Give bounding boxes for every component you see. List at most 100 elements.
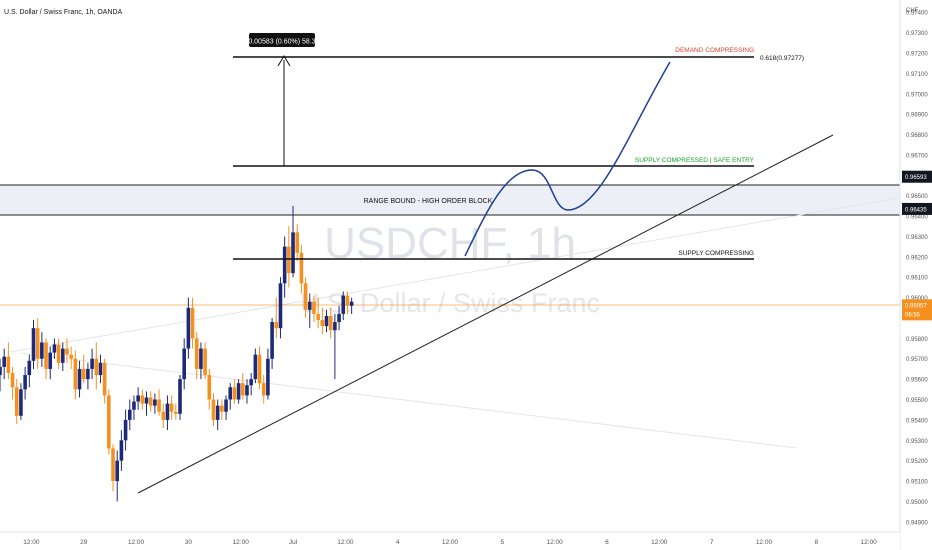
candle bbox=[102, 358, 107, 404]
candle bbox=[287, 226, 291, 288]
candle-body bbox=[295, 232, 300, 253]
time-tick-label: 12:00 bbox=[860, 539, 877, 546]
faint-channel-line-upper bbox=[9, 197, 899, 353]
candle-body bbox=[345, 295, 350, 306]
candle-body bbox=[232, 387, 237, 400]
time-axis[interactable] bbox=[0, 532, 900, 550]
candle bbox=[190, 297, 195, 349]
candle bbox=[111, 444, 115, 492]
candle-body bbox=[27, 360, 32, 376]
candle-body bbox=[161, 411, 166, 420]
price-tick-label: 0.95300 bbox=[906, 439, 928, 445]
candle bbox=[65, 338, 69, 363]
candle-body bbox=[190, 307, 195, 339]
candle-body bbox=[194, 338, 199, 369]
candle bbox=[274, 297, 279, 339]
time-tick-label: 5 bbox=[501, 539, 505, 546]
price-axis-currency: CHF bbox=[906, 8, 919, 14]
time-tick-label: 29 bbox=[80, 539, 88, 546]
ascending-trendline[interactable] bbox=[137, 134, 834, 494]
candle bbox=[240, 373, 245, 400]
candle-body bbox=[10, 373, 15, 388]
candle-body bbox=[240, 383, 245, 396]
candle bbox=[2, 348, 6, 380]
faint-channel-line-lower bbox=[19, 352, 798, 449]
time-tick-label: 4 bbox=[396, 539, 400, 546]
candle-body bbox=[174, 411, 178, 414]
candle bbox=[153, 393, 157, 414]
price-tick-label: 0.96400 bbox=[906, 215, 928, 221]
candle-body bbox=[90, 358, 94, 369]
candle-body bbox=[69, 354, 73, 359]
candle bbox=[320, 307, 325, 335]
candle-body bbox=[153, 399, 157, 406]
candle-body bbox=[182, 348, 186, 380]
candle-body bbox=[215, 405, 220, 420]
time-tick-label: 12:00 bbox=[337, 539, 354, 546]
candle bbox=[161, 403, 166, 429]
range-bound-zone bbox=[0, 185, 900, 215]
candle bbox=[186, 297, 191, 359]
candle bbox=[136, 387, 140, 410]
price-tick-label: 0.94900 bbox=[906, 520, 928, 526]
candle bbox=[119, 430, 124, 471]
candle-body bbox=[65, 348, 69, 355]
price-tick-label: 0.95200 bbox=[906, 459, 928, 465]
price-axis[interactable] bbox=[900, 0, 932, 550]
candle bbox=[98, 354, 103, 384]
candle bbox=[123, 409, 128, 451]
time-tick-label: 12:00 bbox=[128, 539, 145, 546]
candle-body bbox=[320, 320, 325, 327]
candle bbox=[337, 305, 341, 331]
candle-body bbox=[328, 315, 333, 331]
candle-body bbox=[73, 358, 78, 390]
candle bbox=[48, 346, 53, 380]
candle-body bbox=[165, 403, 170, 420]
time-tick-label: 12:00 bbox=[23, 539, 40, 546]
time-tick-label: 30 bbox=[185, 539, 193, 546]
price-axis-ticks: 0.97400 0.97300 0.97200 0.97100 0.97000 0.969… bbox=[906, 11, 928, 527]
demand-compressing-label: DEMAND COMPRESSING bbox=[675, 47, 754, 54]
price-axis-tags: 0.96593 0.96435 0.95957 06:55 bbox=[902, 170, 932, 321]
candle bbox=[312, 295, 316, 323]
candle bbox=[81, 354, 86, 384]
candle-body bbox=[2, 356, 6, 367]
price-tick-label: 0.97100 bbox=[906, 72, 928, 78]
price-tick-label: 0.95800 bbox=[906, 337, 928, 343]
candle-body bbox=[316, 313, 320, 321]
candle bbox=[349, 297, 354, 314]
candle bbox=[140, 389, 145, 410]
candle bbox=[203, 342, 207, 380]
candle-body bbox=[23, 375, 27, 390]
candle bbox=[228, 383, 233, 410]
price-tick-label: 0.95400 bbox=[906, 418, 928, 424]
price-tick-label: 0.95600 bbox=[906, 378, 928, 384]
price-tick-label: 0.96000 bbox=[906, 296, 928, 302]
candle bbox=[60, 342, 65, 371]
price-tick-label: 0.97000 bbox=[906, 92, 928, 98]
candle bbox=[236, 379, 241, 404]
price-tick-label: 0.97400 bbox=[906, 11, 928, 17]
price-tick-label: 0.97200 bbox=[906, 51, 928, 57]
candle-body bbox=[19, 389, 23, 416]
candle-body bbox=[119, 440, 124, 461]
candle bbox=[194, 332, 199, 380]
candle-body bbox=[249, 379, 253, 386]
candle bbox=[52, 338, 57, 359]
candle-body bbox=[81, 368, 86, 380]
plot-area[interactable] bbox=[0, 0, 900, 532]
price-tag-label: 0.96435 bbox=[905, 207, 927, 213]
candle-body bbox=[157, 399, 161, 412]
safe-entry-label: SUPPLY COMPRESSED | SAFE ENTRY bbox=[635, 157, 755, 164]
candle bbox=[249, 373, 253, 396]
price-tick-label: 0.96200 bbox=[906, 255, 928, 261]
time-tick-label: 12:00 bbox=[651, 539, 668, 546]
candle bbox=[10, 366, 15, 400]
bar-countdown: 06:55 bbox=[905, 312, 921, 318]
candle-body bbox=[341, 295, 346, 314]
candle bbox=[73, 350, 78, 400]
candle-body bbox=[111, 448, 115, 482]
candle bbox=[6, 342, 11, 380]
candle bbox=[169, 395, 174, 420]
